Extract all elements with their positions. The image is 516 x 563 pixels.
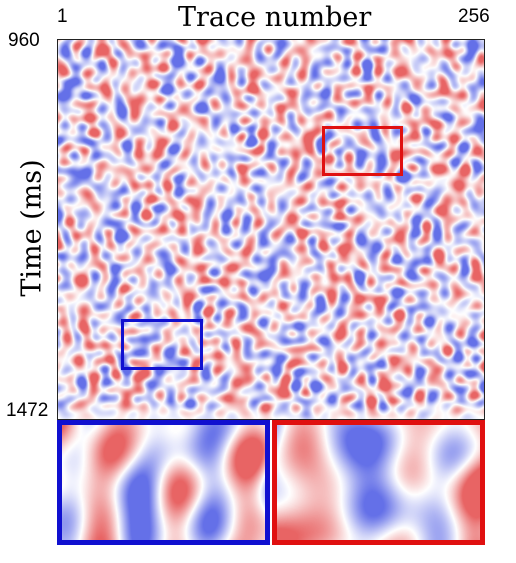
highlight-box-blue [121,319,203,370]
seismic-section-canvas [58,40,484,419]
seismic-section-image [57,39,485,420]
y-tick-bottom: 1472 [6,400,49,421]
figure-title: Trace number [178,2,372,33]
y-axis-label: Time (ms) [16,159,48,297]
zoom-inset-blue [57,420,270,545]
zoom-inset-blue-canvas [62,425,265,540]
y-tick-top: 960 [8,30,40,51]
zoom-inset-red-canvas [277,425,480,540]
x-tick-end: 256 [458,6,490,27]
zoom-inset-red [272,420,485,545]
highlight-box-red [322,126,403,176]
x-tick-start: 1 [57,6,68,27]
